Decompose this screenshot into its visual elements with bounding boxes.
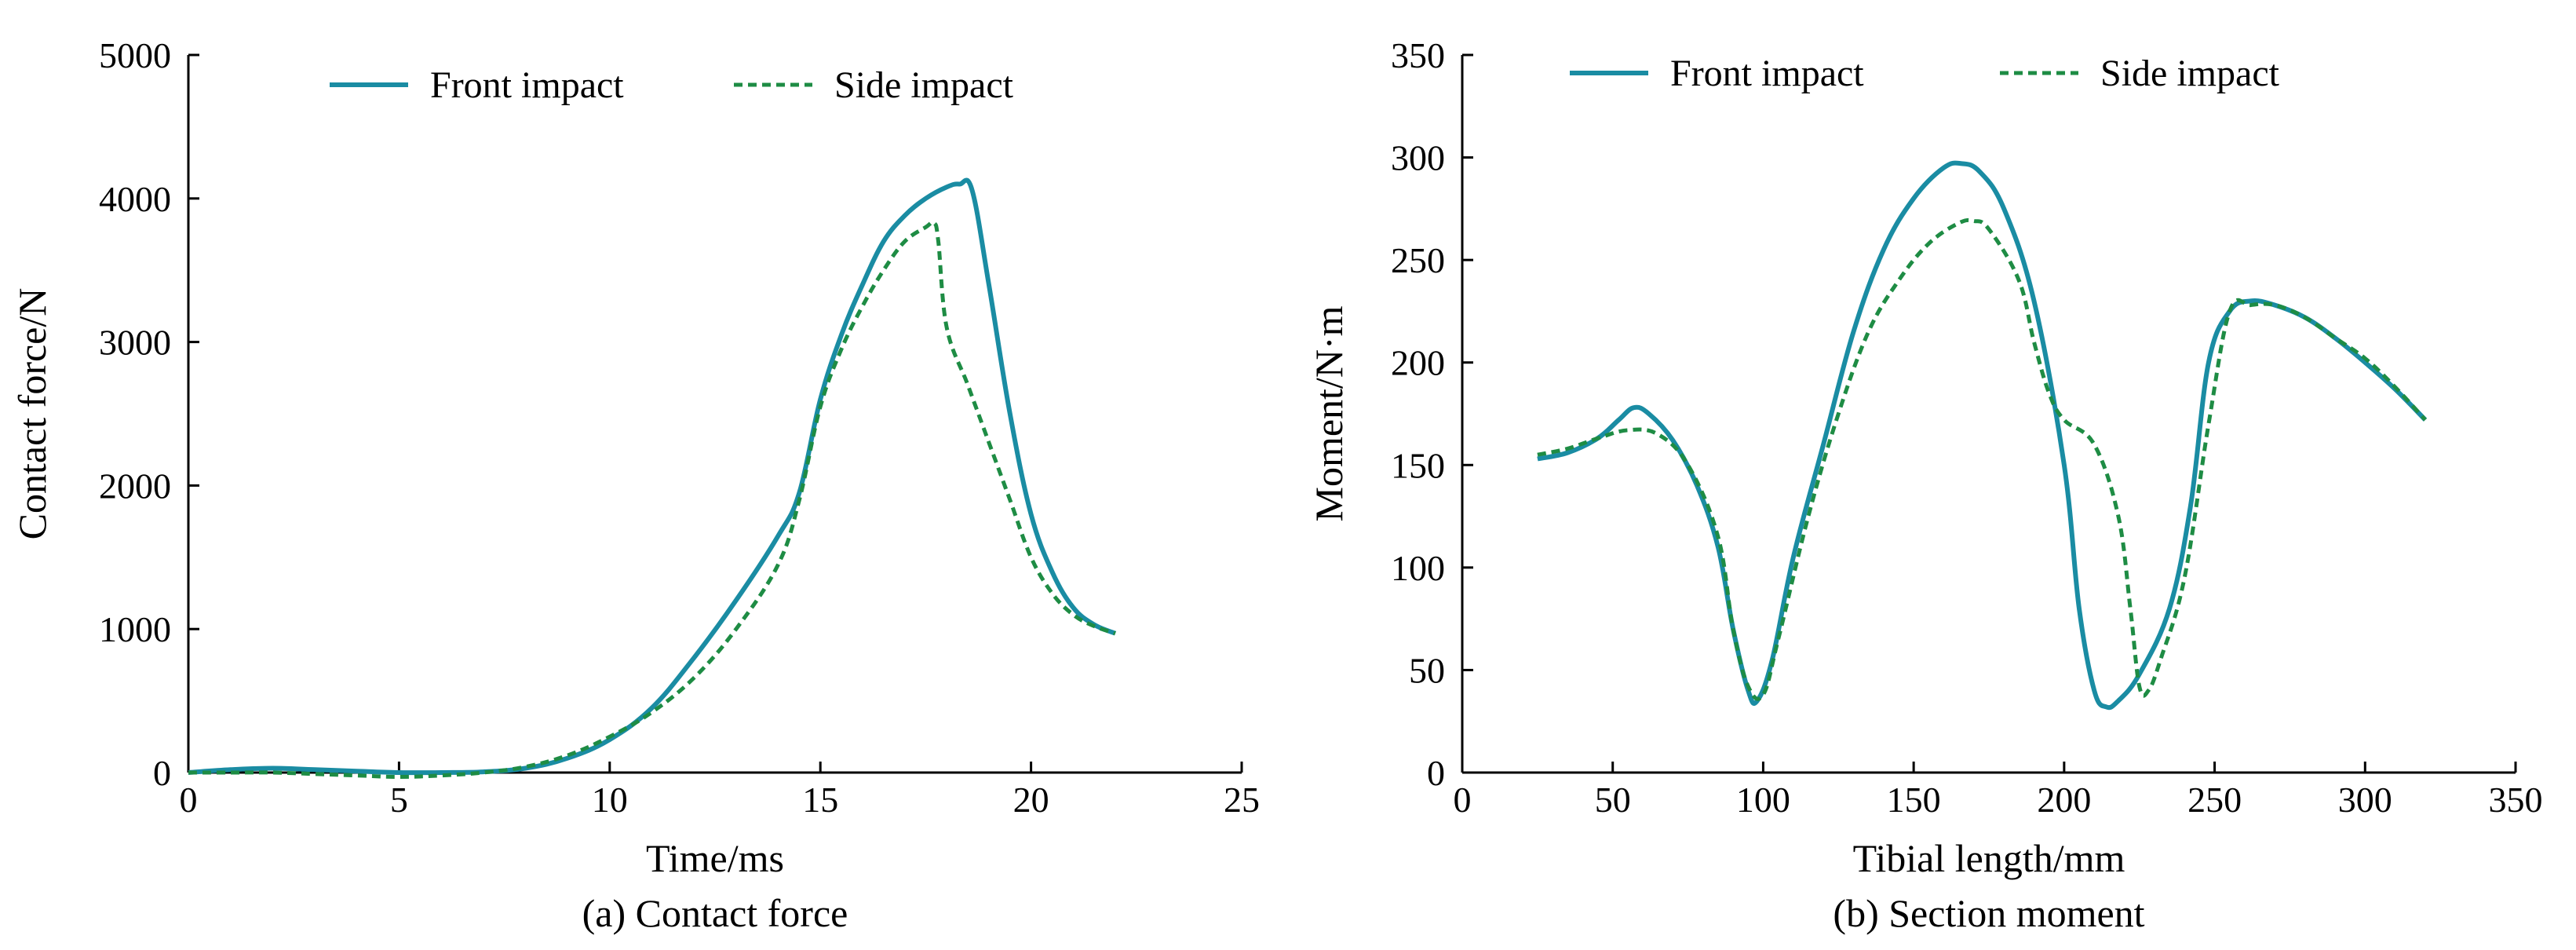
legend-label-front-impact: Front impact xyxy=(430,64,624,106)
x-axis-label: Time/ms xyxy=(646,836,784,880)
legend-label-front-impact: Front impact xyxy=(1670,53,1864,94)
y-tick-label: 3000 xyxy=(99,323,171,363)
x-tick-label: 350 xyxy=(2489,780,2543,820)
chart-caption: (b) Section moment xyxy=(1833,891,2144,935)
y-tick-label: 150 xyxy=(1391,445,1445,485)
x-tick-label: 300 xyxy=(2338,780,2392,820)
x-tick-label: 0 xyxy=(180,780,198,820)
series-line-side-impact xyxy=(188,220,1116,779)
legend-label-side-impact: Side impact xyxy=(834,64,1014,106)
y-tick-label: 0 xyxy=(153,753,171,793)
y-tick-label: 50 xyxy=(1409,650,1445,690)
x-axis-label: Tibial length/mm xyxy=(1853,836,2125,880)
y-tick-label: 200 xyxy=(1391,343,1445,383)
y-tick-label: 250 xyxy=(1391,240,1445,280)
legend-label-side-impact: Side impact xyxy=(2100,53,2280,94)
y-tick-label: 5000 xyxy=(99,35,171,75)
chart-caption: (a) Contact force xyxy=(582,891,848,935)
x-tick-label: 200 xyxy=(2037,780,2091,820)
y-tick-label: 300 xyxy=(1391,138,1445,178)
y-tick-label: 0 xyxy=(1427,753,1445,793)
x-tick-label: 20 xyxy=(1013,780,1049,820)
x-tick-label: 5 xyxy=(390,780,408,820)
x-tick-label: 15 xyxy=(802,780,838,820)
series-line-side-impact xyxy=(1537,217,2427,701)
chart-contact-force: 0 5 10 15 20 25 0 1000 2000 3000 4000 5000 Contact f… xyxy=(10,35,1260,935)
y-tick-label: 2000 xyxy=(99,466,171,506)
series-line-front-impact xyxy=(1537,160,2428,711)
x-tick-label: 100 xyxy=(1736,780,1790,820)
y-axis-label: Contact force/N xyxy=(10,288,54,540)
x-tick-label: 0 xyxy=(1454,780,1472,820)
x-tick-label: 25 xyxy=(1224,780,1260,820)
x-tick-label: 10 xyxy=(592,780,628,820)
y-axis-label: Moment/N·m xyxy=(1307,305,1351,521)
y-tick-label: 100 xyxy=(1391,548,1445,588)
y-tick-label: 350 xyxy=(1391,35,1445,75)
y-tick-label: 1000 xyxy=(99,609,171,649)
x-tick-label: 150 xyxy=(1887,780,1941,820)
x-tick-label: 50 xyxy=(1595,780,1631,820)
x-tick-label: 250 xyxy=(2187,780,2242,820)
y-tick-label: 4000 xyxy=(99,179,171,219)
series-line-front-impact xyxy=(188,177,1117,776)
chart-section-moment: 0 50 100 150 200 250 300 350 0 50 100 150 200 250 300 3… xyxy=(1307,35,2543,935)
